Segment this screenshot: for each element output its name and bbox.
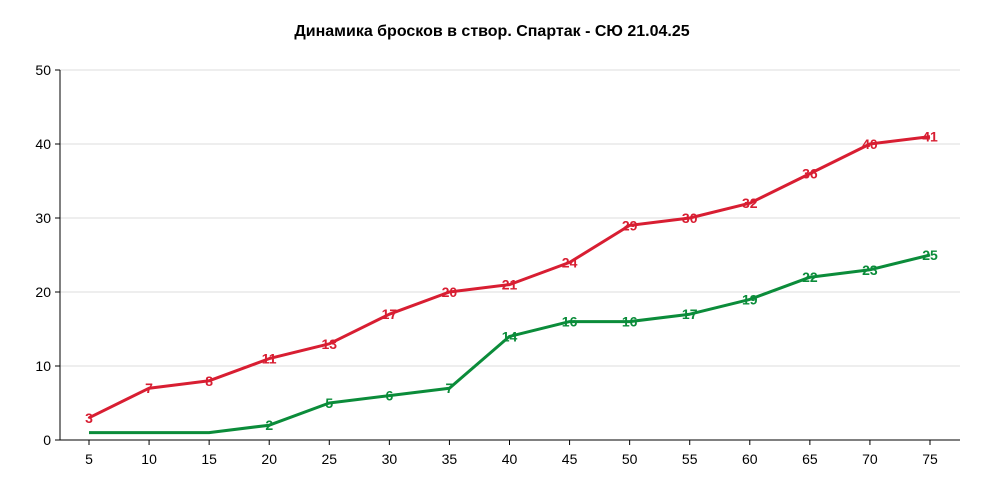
data-label: 5 <box>325 395 333 411</box>
data-label: 20 <box>442 284 458 300</box>
series-line-1 <box>88 135 931 420</box>
x-tick-label: 40 <box>502 451 518 467</box>
data-label: 41 <box>922 129 938 145</box>
x-tick-label: 20 <box>261 451 277 467</box>
y-tick-label: 40 <box>35 136 51 152</box>
y-tick-label: 20 <box>35 284 51 300</box>
data-label: 22 <box>802 269 818 285</box>
data-label: 7 <box>446 380 454 396</box>
x-tick-label: 65 <box>802 451 818 467</box>
data-label: 29 <box>622 217 638 233</box>
data-label: 11 <box>262 351 277 367</box>
data-label: 6 <box>385 388 393 404</box>
x-tick-label: 15 <box>201 451 217 467</box>
data-label: 16 <box>622 314 638 330</box>
x-tick-label: 25 <box>321 451 337 467</box>
data-label: 16 <box>562 314 578 330</box>
y-tick-label: 50 <box>35 62 51 78</box>
x-tick-label: 60 <box>742 451 758 467</box>
data-label: 24 <box>562 254 578 270</box>
x-tick-label: 10 <box>141 451 157 467</box>
x-tick-label: 50 <box>622 451 638 467</box>
data-label: 3 <box>85 410 93 426</box>
data-label: 23 <box>862 262 878 278</box>
data-label: 21 <box>502 277 518 293</box>
x-tick-label: 5 <box>85 451 93 467</box>
data-label: 32 <box>742 195 758 211</box>
data-label: 2 <box>265 417 273 433</box>
data-label: 40 <box>862 136 878 152</box>
x-tick-label: 55 <box>682 451 698 467</box>
y-tick-label: 10 <box>35 358 51 374</box>
x-tick-label: 45 <box>562 451 578 467</box>
y-tick-label: 0 <box>43 432 51 448</box>
chart-title: Динамика бросков в створ. Спартак - СЮ 2… <box>294 23 690 40</box>
data-label: 14 <box>502 328 518 344</box>
data-label: 25 <box>922 247 938 263</box>
y-tick-label: 30 <box>35 210 51 226</box>
x-tick-label: 35 <box>442 451 458 467</box>
x-tick-label: 30 <box>382 451 398 467</box>
x-tick-label: 75 <box>922 451 938 467</box>
data-label: 8 <box>205 373 213 389</box>
x-tick-label: 70 <box>862 451 878 467</box>
data-label: 13 <box>321 336 337 352</box>
data-label: 17 <box>682 306 698 322</box>
data-label: 7 <box>145 380 153 396</box>
data-label: 17 <box>382 306 398 322</box>
series-line-2 <box>89 253 931 435</box>
data-label: 19 <box>742 291 758 307</box>
data-label: 36 <box>802 166 818 182</box>
data-label: 30 <box>682 210 698 226</box>
